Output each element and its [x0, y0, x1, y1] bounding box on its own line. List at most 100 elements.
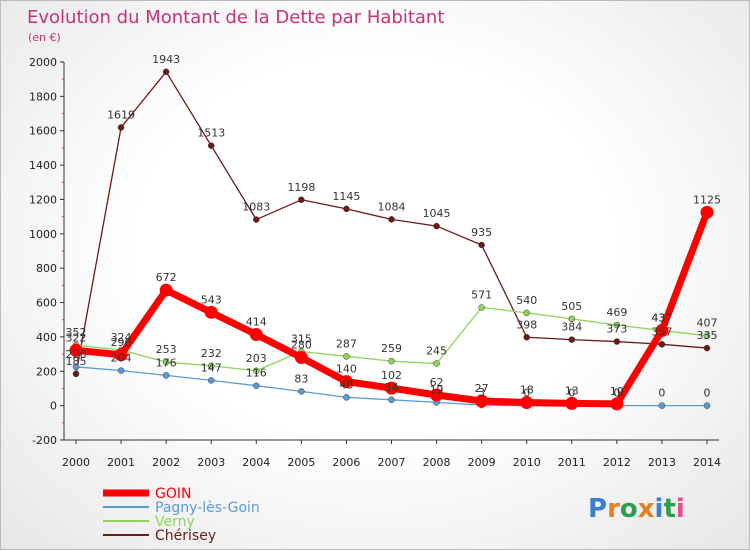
- data-label: 1083: [242, 201, 270, 214]
- data-label: 116: [246, 367, 267, 380]
- data-label: 0: [568, 387, 575, 400]
- data-label: 287: [336, 337, 357, 350]
- logo-letter: x: [638, 494, 655, 524]
- data-label: 437: [651, 312, 672, 325]
- data-label: 315: [291, 333, 312, 346]
- data-label: 0: [613, 387, 620, 400]
- data-point: [613, 321, 621, 329]
- data-point: [388, 357, 395, 365]
- logo-letter: r: [607, 494, 620, 524]
- x-tick-label: 2005: [287, 456, 315, 469]
- data-label: 18: [520, 384, 534, 397]
- data-point: [523, 309, 530, 317]
- data-point: [613, 338, 621, 345]
- x-tick-label: 2001: [107, 456, 135, 469]
- data-label: 0: [523, 387, 530, 400]
- data-label: 469: [606, 306, 627, 319]
- data-point: [162, 68, 170, 76]
- y-tick-label: 800: [36, 262, 57, 275]
- data-label: 1198: [287, 181, 315, 194]
- data-point: [568, 315, 576, 323]
- data-point: [700, 205, 714, 219]
- logo-letter: t: [663, 494, 675, 524]
- data-point: [475, 394, 489, 408]
- x-tick-label: 2000: [62, 456, 90, 469]
- data-label: 335: [697, 329, 718, 342]
- data-label: 1145: [332, 190, 360, 203]
- data-label: 1084: [378, 200, 406, 213]
- data-label: 407: [697, 317, 718, 330]
- data-point: [294, 351, 308, 365]
- data-label: 280: [291, 339, 312, 352]
- y-tick-label: 1400: [29, 159, 57, 172]
- data-label: 185: [66, 355, 87, 368]
- data-point: [298, 388, 305, 395]
- data-point: [207, 142, 215, 149]
- data-label: 147: [201, 361, 222, 374]
- series-group: [69, 68, 714, 411]
- data-label: 296: [111, 336, 132, 349]
- data-point: [207, 362, 215, 370]
- logo-letter: i: [676, 494, 685, 524]
- data-label: 672: [156, 271, 177, 284]
- axes: -200020040060080010001200140016001800200…: [29, 56, 721, 469]
- data-label: 253: [156, 343, 177, 356]
- data-label: 34: [385, 381, 399, 394]
- data-label: 10: [610, 385, 624, 398]
- data-label: 324: [111, 331, 132, 344]
- x-tick-label: 2009: [468, 456, 496, 469]
- data-label: 357: [651, 325, 672, 338]
- data-point: [433, 222, 440, 230]
- data-point: [568, 336, 576, 343]
- data-label: 935: [471, 226, 492, 239]
- logo-letter: P: [588, 494, 607, 524]
- chart-subtitle: (en €): [28, 31, 61, 44]
- y-tick-label: 1600: [29, 125, 57, 138]
- data-label: 0: [658, 387, 665, 400]
- data-point: [703, 332, 711, 339]
- data-label: 505: [561, 300, 582, 313]
- data-point: [72, 370, 80, 378]
- data-label: 27: [475, 382, 489, 395]
- data-label: 384: [561, 321, 582, 334]
- data-label: 140: [336, 363, 357, 376]
- x-tick-label: 2012: [603, 456, 631, 469]
- legend-label: Chérisey: [155, 528, 216, 544]
- data-point: [388, 396, 395, 404]
- x-tick-label: 2014: [693, 456, 721, 469]
- data-point: [388, 216, 395, 223]
- data-point: [658, 402, 666, 409]
- data-label: 204: [111, 352, 132, 365]
- logo-letter: i: [655, 494, 664, 524]
- chart-title: Evolution du Montant de la Dette par Hab…: [27, 7, 444, 28]
- data-point: [253, 367, 260, 375]
- data-point: [253, 382, 260, 389]
- data-label: 1619: [107, 108, 135, 121]
- data-point: [523, 334, 530, 341]
- data-point: [298, 196, 305, 204]
- data-point: [703, 344, 711, 352]
- data-point: [207, 377, 215, 384]
- legend-label: GOIN: [155, 486, 191, 502]
- data-point: [610, 397, 624, 411]
- y-tick-label: -200: [32, 434, 57, 447]
- x-tick-label: 2008: [423, 456, 451, 469]
- y-tick-label: 1800: [29, 90, 57, 103]
- data-point: [72, 363, 80, 371]
- data-label: 83: [294, 372, 308, 385]
- data-label: 176: [156, 356, 177, 369]
- data-point: [703, 402, 711, 409]
- data-point: [433, 360, 440, 367]
- x-tick-label: 2004: [242, 456, 270, 469]
- data-label: 13: [565, 384, 579, 397]
- data-label: 571: [471, 289, 492, 302]
- data-label: 203: [246, 352, 267, 365]
- y-tick-label: 600: [36, 297, 57, 310]
- y-tick-label: 200: [36, 365, 57, 378]
- data-label: 373: [606, 323, 627, 336]
- data-point: [117, 367, 125, 374]
- data-label: 540: [516, 294, 537, 307]
- data-label: 3: [478, 386, 485, 399]
- data-point: [385, 381, 398, 395]
